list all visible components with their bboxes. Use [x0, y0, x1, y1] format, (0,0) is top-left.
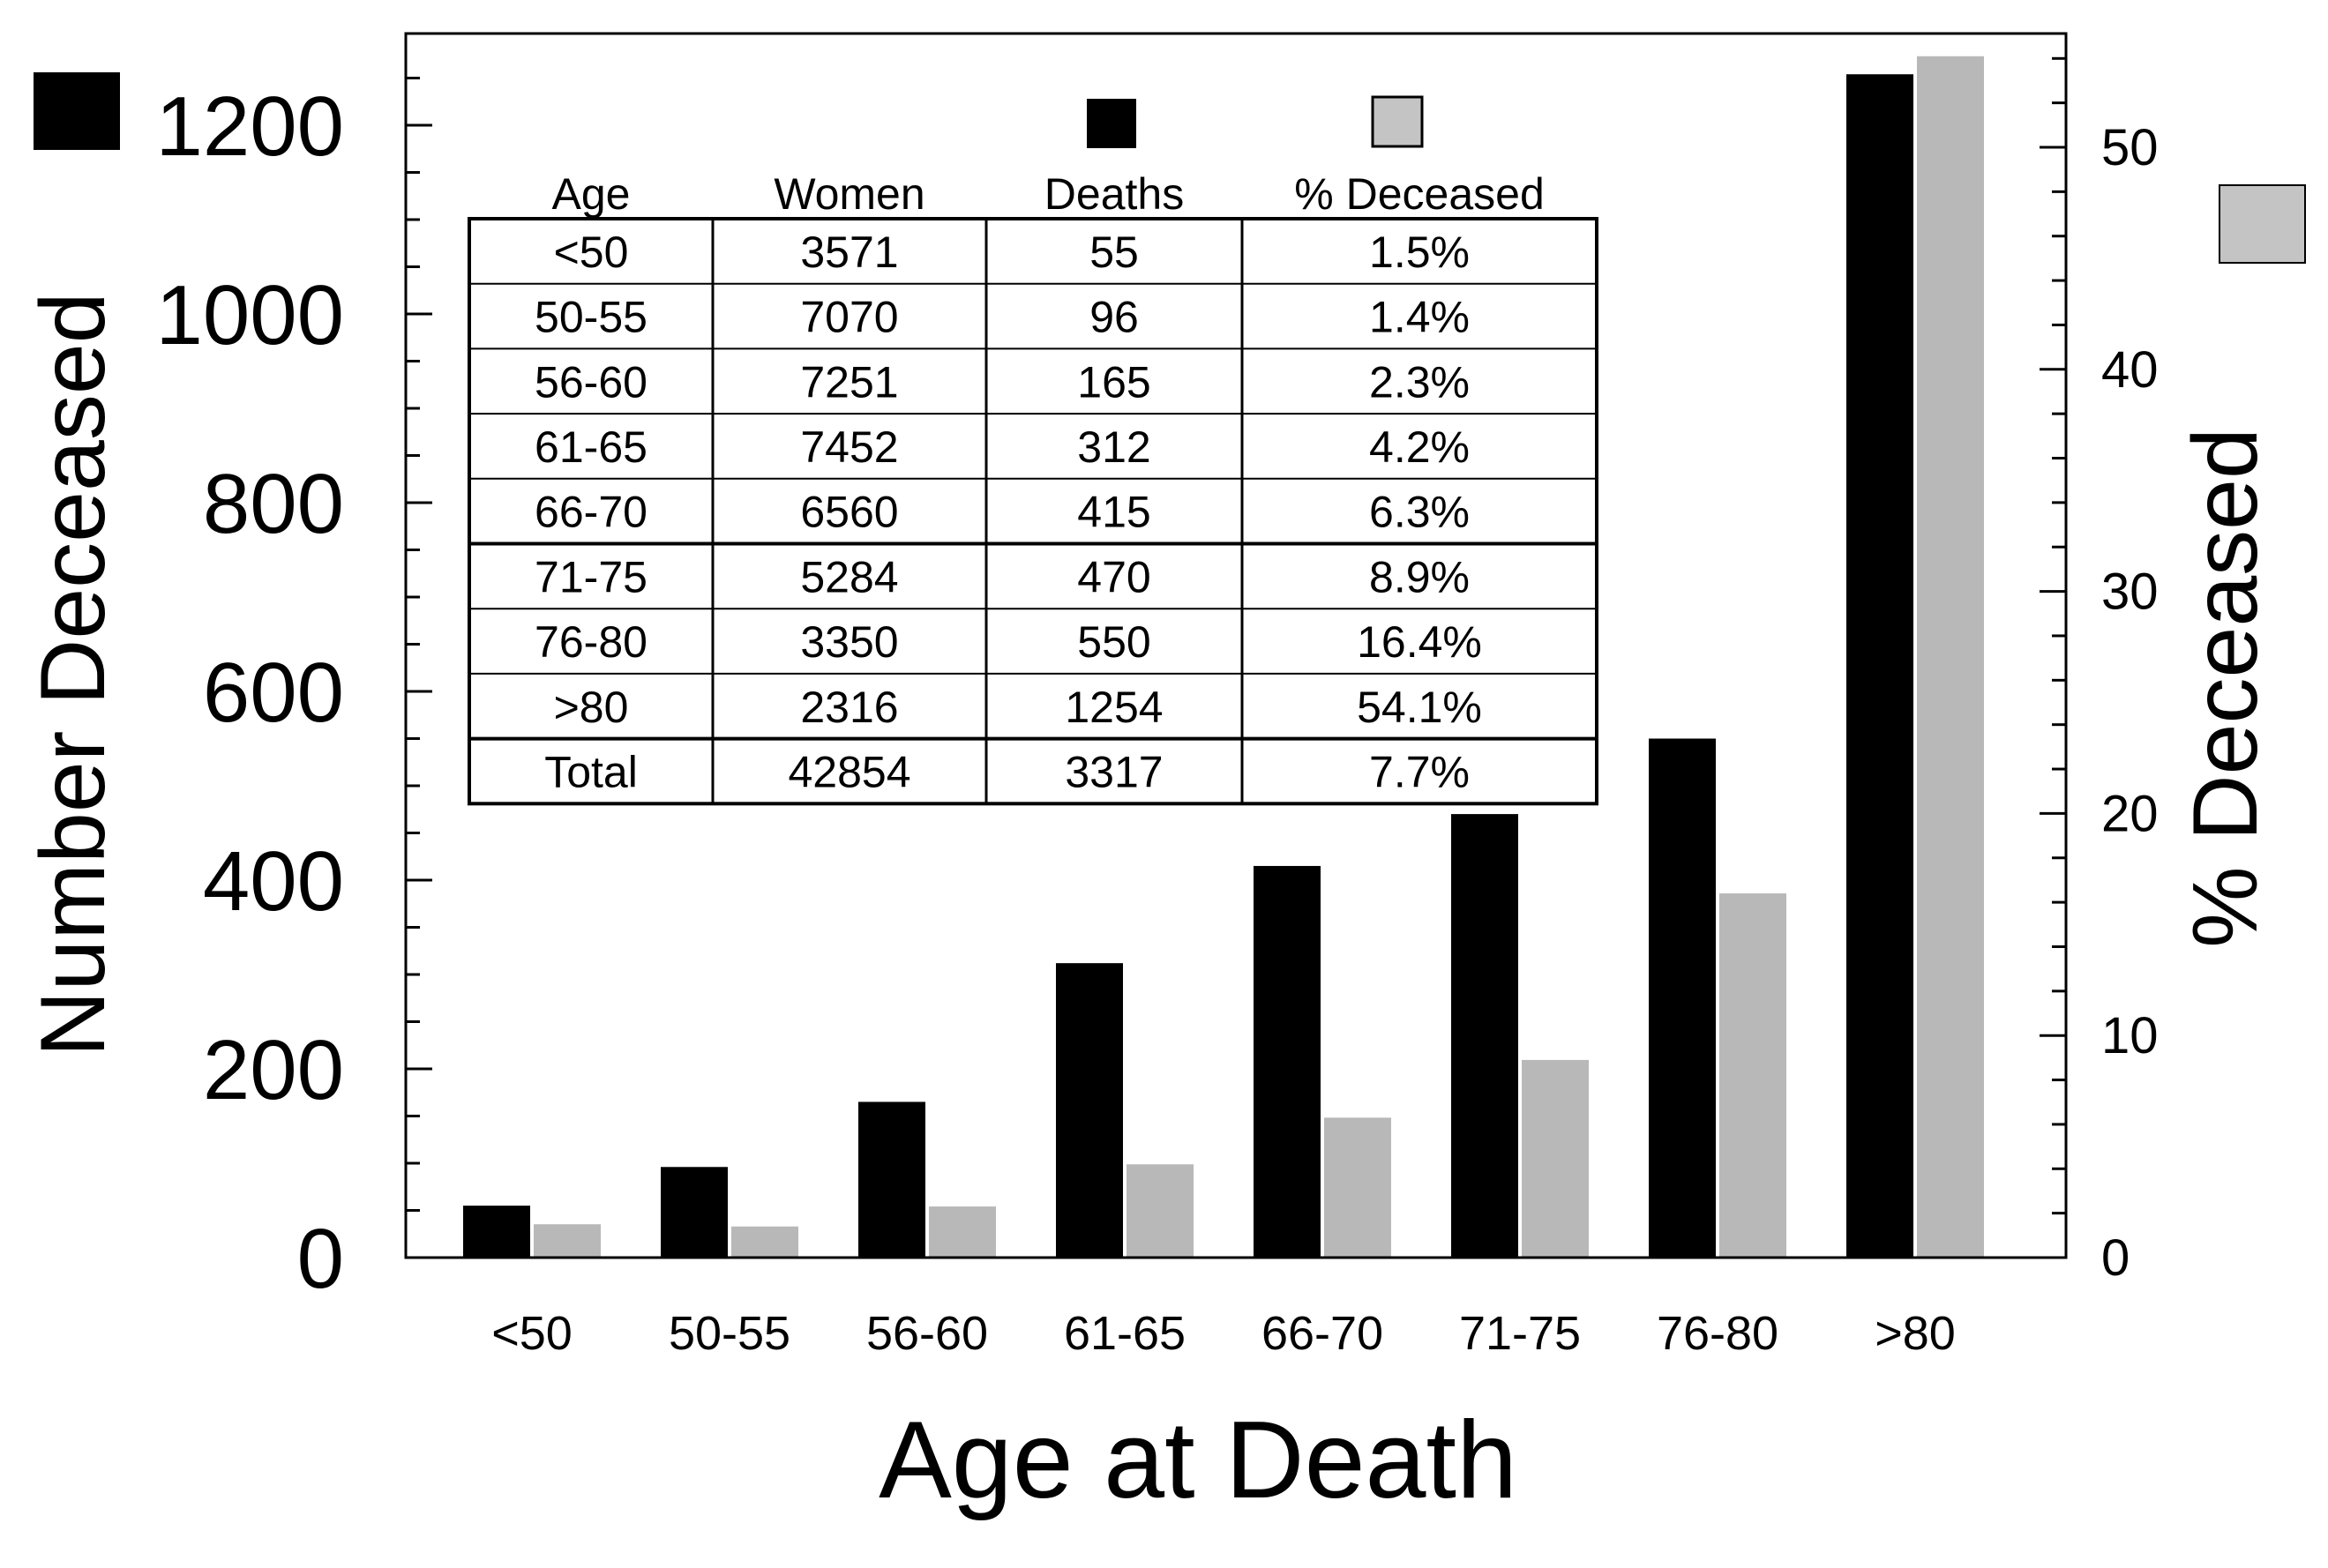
- y-tick-label-2: 400: [203, 834, 344, 929]
- inset-table-frame: [468, 217, 1598, 806]
- table-cell: 7070: [800, 293, 898, 342]
- table-cell: 56-60: [535, 357, 647, 407]
- y-tick-label-0: 0: [297, 1212, 344, 1306]
- pct-bar-5: [1522, 1059, 1589, 1258]
- pct-bar-2: [929, 1206, 996, 1258]
- table-cell: >80: [554, 683, 629, 732]
- table-cell: <50: [554, 228, 629, 277]
- table-cell: 3350: [800, 617, 898, 667]
- x-axis-label: Age at Death: [879, 1400, 1517, 1521]
- y-tick-label-4: 800: [203, 457, 344, 551]
- table-cell: 6.3%: [1369, 488, 1470, 537]
- pct-bar-1: [731, 1226, 798, 1258]
- table-cell: 50-55: [535, 293, 647, 342]
- table-cell: 2.3%: [1369, 357, 1470, 407]
- pct-bar-0: [534, 1224, 601, 1258]
- y2-tick-label-0: 0: [2101, 1229, 2130, 1287]
- y-tick-label-5: 1000: [155, 268, 344, 362]
- table-cell: 1.5%: [1369, 228, 1470, 277]
- x-tick-label-7: >80: [1875, 1307, 1956, 1360]
- table-cell: 3317: [1065, 747, 1163, 796]
- x-tick-label-0: <50: [491, 1307, 573, 1360]
- table-header-1: Women: [774, 169, 924, 219]
- table-cell: 4.2%: [1369, 422, 1470, 472]
- y2-tick-label-2: 20: [2101, 785, 2159, 842]
- y2-tick-label-3: 30: [2101, 564, 2159, 621]
- table-cell: 5284: [800, 552, 898, 601]
- table-cell: 96: [1089, 293, 1139, 342]
- table-cell: 16.4%: [1357, 617, 1482, 667]
- deaths-bar-6: [1649, 738, 1716, 1258]
- table-cell: 6560: [800, 488, 898, 537]
- table-cell: 1254: [1065, 683, 1163, 732]
- y-tick-label-6: 1200: [155, 79, 344, 174]
- x-tick-label-6: 76-80: [1657, 1307, 1778, 1360]
- y2-tick-label-5: 50: [2101, 119, 2159, 176]
- x-tick-label-5: 71-75: [1459, 1307, 1581, 1360]
- table-cell: 550: [1077, 617, 1150, 667]
- y2-tick-label-4: 40: [2101, 341, 2159, 399]
- pct-bar-7: [1917, 56, 1984, 1258]
- table-cell: 8.9%: [1369, 552, 1470, 601]
- table-header-0: Age: [552, 169, 631, 219]
- y-axis-label: Number Deceased: [22, 292, 124, 1057]
- table-cell: 3571: [800, 228, 898, 277]
- x-tick-label-2: 56-60: [866, 1307, 988, 1360]
- table-cell: 55: [1089, 228, 1139, 277]
- table-cell: 54.1%: [1357, 683, 1482, 732]
- right-axis-key-swatch: [2219, 184, 2306, 264]
- deaths-bar-7: [1846, 74, 1913, 1258]
- legend-deaths-swatch: [1087, 99, 1136, 148]
- deaths-bar-1: [661, 1167, 728, 1258]
- x-tick-label-3: 61-65: [1064, 1307, 1186, 1360]
- deaths-bar-0: [463, 1206, 530, 1258]
- table-cell: 66-70: [535, 488, 647, 537]
- table-header-2: Deaths: [1044, 169, 1184, 219]
- left-axis-key-swatch: [34, 72, 120, 150]
- table-cell: 42854: [788, 747, 910, 796]
- table-cell: 415: [1077, 488, 1150, 537]
- table-cell: 165: [1077, 357, 1150, 407]
- table-cell: 470: [1077, 552, 1150, 601]
- x-tick-label-4: 66-70: [1261, 1307, 1383, 1360]
- x-tick-label-1: 50-55: [669, 1307, 790, 1360]
- table-cell: 7251: [800, 357, 898, 407]
- table-header-3: % Deceased: [1294, 169, 1545, 219]
- table-cell: 61-65: [535, 422, 647, 472]
- deaths-bar-5: [1451, 814, 1518, 1258]
- y-tick-label-3: 600: [203, 646, 344, 740]
- pct-bar-6: [1719, 893, 1786, 1258]
- pct-bar-3: [1127, 1164, 1194, 1258]
- pct-bar-4: [1324, 1117, 1391, 1258]
- table-cell: 7.7%: [1369, 747, 1470, 796]
- table-cell: 1.4%: [1369, 293, 1470, 342]
- legend-pct-swatch: [1371, 95, 1424, 148]
- table-cell: 2316: [800, 683, 898, 732]
- table-cell: 76-80: [535, 617, 647, 667]
- y2-tick-label-1: 10: [2101, 1007, 2159, 1064]
- y2-axis-label: % Deceased: [2175, 428, 2277, 948]
- table-cell: Total: [544, 747, 638, 796]
- table-cell: 312: [1077, 422, 1150, 472]
- table-cell: 71-75: [535, 552, 647, 601]
- deaths-bar-2: [858, 1101, 925, 1258]
- y-tick-label-1: 200: [203, 1023, 344, 1117]
- deaths-bar-4: [1254, 865, 1321, 1258]
- plot-frame: [404, 32, 2068, 1259]
- table-cell: 7452: [800, 422, 898, 472]
- deaths-bar-3: [1056, 963, 1123, 1258]
